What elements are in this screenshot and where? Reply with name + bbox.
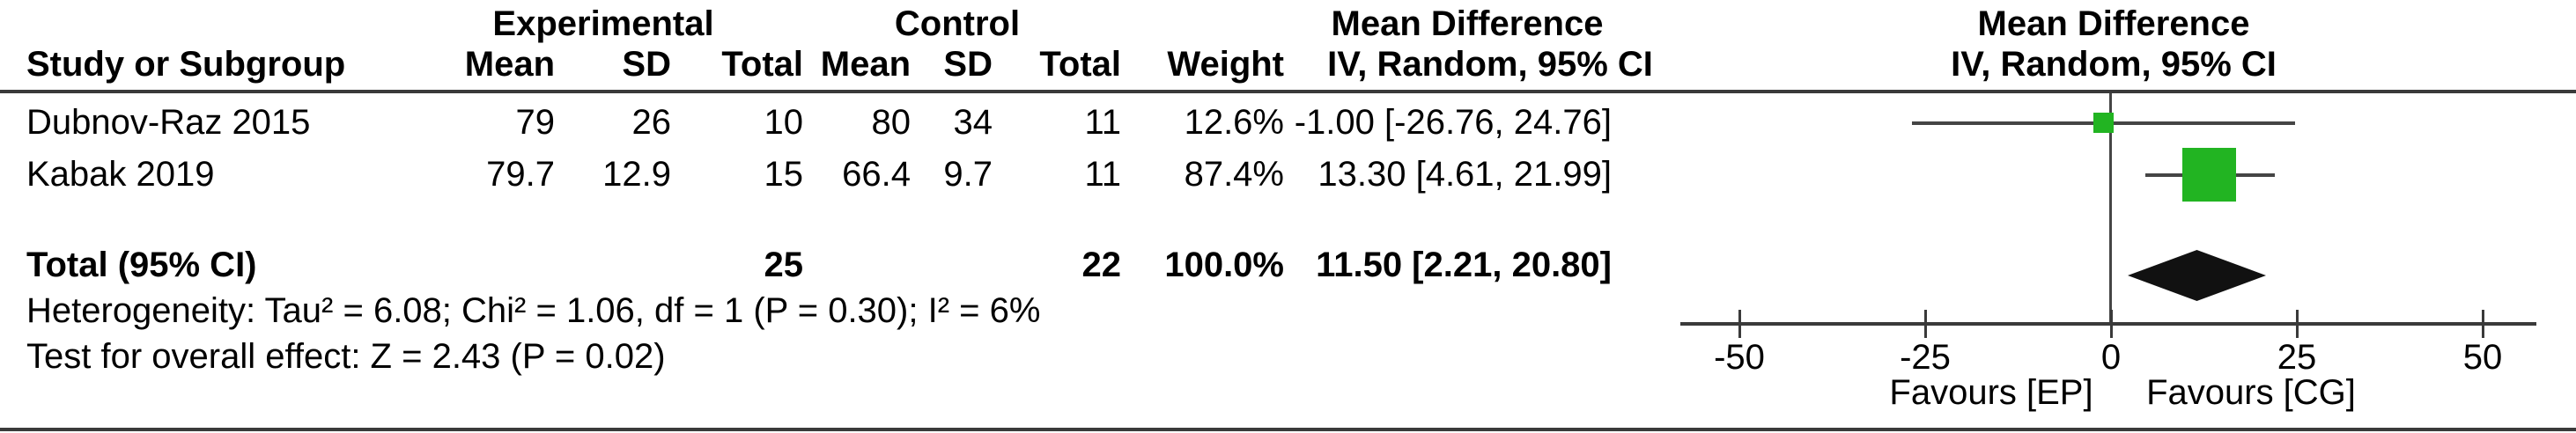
col-mean-experimental: Mean xyxy=(464,45,555,84)
group-header-row: Experimental Control Mean Difference Mea… xyxy=(0,4,2576,44)
axis-tick xyxy=(2296,310,2299,338)
weight-value: 12.6% xyxy=(1184,103,1284,142)
study-name: Kabak 2019 xyxy=(26,155,215,194)
col-study-or-subgroup: Study or Subgroup xyxy=(26,45,346,84)
col-sd-control: SD xyxy=(943,45,993,84)
total-experimental-sum: 25 xyxy=(764,246,804,284)
total-row: Total (95% CI) 25 22 100.0% 11.50 [2.21,… xyxy=(0,245,2576,285)
col-total-experimental: Total xyxy=(721,45,803,84)
table-row: Dubnov-Raz 2015 79 26 10 80 34 11 12.6% … xyxy=(0,102,2576,143)
mean-control-value: 80 xyxy=(871,103,912,142)
pooled-diamond xyxy=(2128,250,2266,301)
experimental-group-header: Experimental xyxy=(492,4,714,43)
col-mean-control: Mean xyxy=(820,45,911,84)
sd-control-value: 34 xyxy=(953,103,993,142)
col-sd-experimental: SD xyxy=(622,45,671,84)
mean-experimental-value: 79.7 xyxy=(486,155,555,194)
mean-difference-text-header: Mean Difference xyxy=(1331,4,1604,43)
table-row: Kabak 2019 79.7 12.9 15 66.4 9.7 11 87.4… xyxy=(0,154,2576,194)
axis-tick xyxy=(1738,310,1741,338)
col-weight: Weight xyxy=(1167,45,1284,84)
mean-experimental-value: 79 xyxy=(515,103,556,142)
zero-line xyxy=(2109,93,2112,326)
total-experimental-value: 15 xyxy=(764,155,804,194)
col-ci-text: IV, Random, 95% CI xyxy=(1327,45,1653,84)
effect-square xyxy=(2093,113,2114,133)
total-control-value: 11 xyxy=(1084,103,1121,142)
col-total-control: Total xyxy=(1039,45,1121,84)
favours-left-label: Favours [EP] xyxy=(1889,373,2093,412)
axis-tick-label: 25 xyxy=(2277,338,2317,377)
sd-control-value: 9.7 xyxy=(943,155,993,194)
heterogeneity-note: Heterogeneity: Tau² = 6.08; Chi² = 1.06,… xyxy=(26,291,1041,330)
axis-tick xyxy=(2110,310,2113,338)
favours-right-label: Favours [CG] xyxy=(2146,373,2356,412)
axis-tick-label: -25 xyxy=(1900,338,1951,377)
total-control-sum: 22 xyxy=(1081,246,1122,284)
axis-tick-label: 0 xyxy=(2100,338,2122,377)
mean-difference-plot-header: Mean Difference xyxy=(1977,4,2250,43)
study-name: Dubnov-Raz 2015 xyxy=(26,103,311,142)
sd-experimental-value: 12.9 xyxy=(602,155,671,194)
x-axis-line xyxy=(1680,322,2536,326)
weight-value: 87.4% xyxy=(1184,155,1284,194)
ci-value: -1.00 [-26.76, 24.76] xyxy=(1294,103,1612,142)
control-group-header: Control xyxy=(894,4,1021,43)
bottom-rule xyxy=(0,428,2576,431)
axis-tick-label: -50 xyxy=(1714,338,1765,377)
total-weight: 100.0% xyxy=(1164,246,1284,284)
overall-effect-note: Test for overall effect: Z = 2.43 (P = 0… xyxy=(26,337,666,376)
total-label: Total (95% CI) xyxy=(26,246,257,284)
effect-square xyxy=(2182,148,2236,202)
ci-value: 13.30 [4.61, 21.99] xyxy=(1318,155,1612,194)
total-control-value: 11 xyxy=(1084,155,1121,194)
column-header-row: Study or Subgroup Mean SD Total Mean SD … xyxy=(0,44,2576,84)
axis-tick xyxy=(1924,310,1927,338)
col-ci-plot: IV, Random, 95% CI xyxy=(1951,45,2277,84)
mean-control-value: 66.4 xyxy=(842,155,911,194)
sd-experimental-value: 26 xyxy=(631,103,672,142)
header-rule xyxy=(0,90,2576,93)
axis-tick-label: 50 xyxy=(2462,338,2503,377)
total-experimental-value: 10 xyxy=(764,103,804,142)
axis-tick xyxy=(2482,310,2484,338)
total-ci-value: 11.50 [2.21, 20.80] xyxy=(1316,246,1612,284)
